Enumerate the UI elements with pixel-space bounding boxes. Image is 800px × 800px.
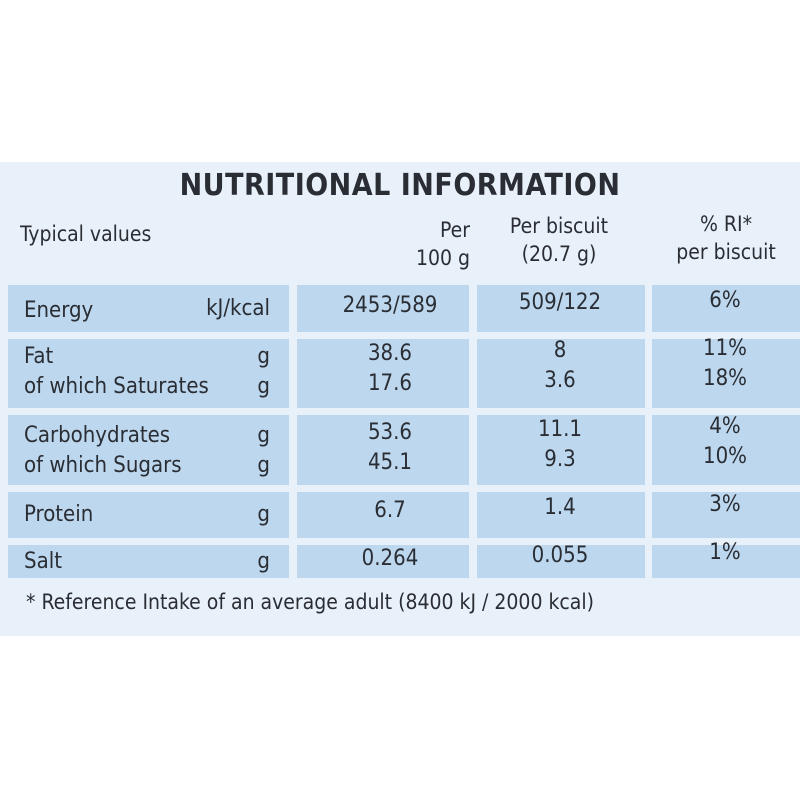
row-fat-per100: 38.6	[367, 341, 413, 366]
row-energy-ri: 6%	[709, 288, 741, 313]
row-fat-ri: 11%	[703, 336, 747, 361]
header-per100-line2: 100 g	[415, 246, 470, 270]
cell-bg	[8, 415, 289, 485]
row-saturates-ri: 18%	[703, 366, 747, 391]
row-fat-per-biscuit: 8	[553, 338, 567, 363]
row-protein-ri: 3%	[709, 492, 741, 517]
header-per100-line1: Per	[439, 218, 470, 242]
header-biscuit-line1: Per biscuit	[509, 214, 609, 238]
cell-bg	[297, 285, 469, 332]
row-carbohydrates-name: Carbohydrates	[24, 423, 171, 448]
table-title: NUTRITIONAL INFORMATION	[179, 168, 621, 203]
row-carbohydrates-per100: 53.6	[367, 420, 413, 445]
cell-bg	[477, 492, 645, 538]
row-energy-per-biscuit: 509/122	[518, 290, 602, 315]
row-sugars-per100: 45.1	[367, 450, 413, 475]
header-ri-line1: % RI*	[699, 212, 753, 236]
row-protein-unit: g	[257, 502, 270, 527]
header-typical-values: Typical values	[20, 220, 151, 248]
row-sugars-ri: 10%	[703, 444, 747, 469]
row-saturates-per100: 17.6	[367, 371, 413, 396]
row-salt-per100: 0.264	[361, 546, 419, 571]
cell-bg	[652, 285, 800, 332]
row-salt-unit: g	[257, 549, 270, 574]
cell-bg	[8, 285, 289, 332]
cell-bg	[477, 339, 645, 408]
row-protein-per-biscuit: 1.4	[544, 495, 576, 520]
row-energy-per100: 2453/589	[342, 293, 438, 318]
cell-bg	[652, 415, 800, 485]
header-ri-per-biscuit: % RI* per biscuit	[652, 210, 800, 266]
row-carbohydrates-ri: 4%	[709, 414, 741, 439]
header-biscuit-line2: (20.7 g)	[521, 242, 597, 266]
row-carbohydrates-unit: g	[257, 423, 270, 448]
row-salt-ri: 1%	[709, 540, 741, 565]
cell-bg	[477, 285, 645, 332]
row-salt-name: Salt	[24, 549, 62, 574]
row-saturates-unit: g	[257, 374, 270, 399]
cell-bg	[8, 492, 289, 538]
cell-bg	[8, 545, 289, 578]
cell-bg	[652, 545, 800, 578]
row-salt-per-biscuit: 0.055	[531, 543, 589, 568]
header-typical-label: Typical values	[20, 222, 152, 246]
row-energy-name: Energy	[24, 298, 94, 323]
row-carbohydrates-per-biscuit: 11.1	[537, 417, 583, 442]
row-fat-name: Fat	[24, 344, 54, 369]
header-per-biscuit: Per biscuit (20.7 g)	[478, 212, 640, 268]
cell-bg	[477, 415, 645, 485]
cell-bg	[297, 492, 469, 538]
row-energy-unit: kJ/kcal	[206, 296, 270, 321]
row-saturates-per-biscuit: 3.6	[544, 368, 576, 393]
row-saturates-name: of which Saturates	[24, 374, 209, 399]
row-protein-name: Protein	[24, 502, 94, 527]
row-sugars-name: of which Sugars	[24, 453, 182, 478]
row-protein-per100: 6.7	[374, 498, 406, 523]
row-sugars-unit: g	[257, 453, 270, 478]
cell-bg	[297, 545, 469, 578]
cell-bg	[477, 545, 645, 578]
reference-intake-footnote: * Reference Intake of an average adult (…	[26, 590, 594, 614]
row-fat-unit: g	[257, 344, 270, 369]
cell-bg	[8, 339, 289, 408]
cell-bg	[297, 415, 469, 485]
header-ri-line2: per biscuit	[676, 240, 776, 264]
cell-bg	[652, 339, 800, 408]
cell-bg	[297, 339, 469, 408]
row-sugars-per-biscuit: 9.3	[544, 447, 576, 472]
header-per-100g: Per 100 g	[300, 216, 470, 272]
cell-bg	[652, 492, 800, 538]
